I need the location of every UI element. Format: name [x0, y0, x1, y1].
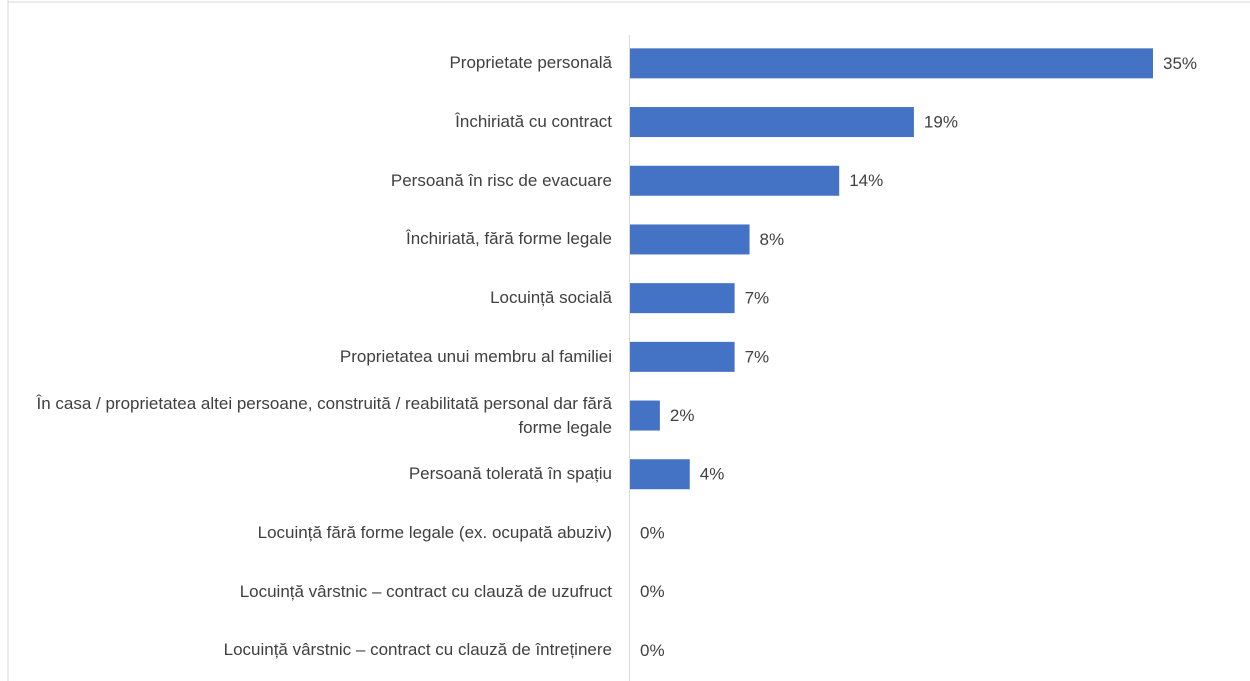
bar	[630, 107, 914, 138]
bar	[630, 459, 690, 490]
value-label: 0%	[640, 523, 665, 542]
category-label: Proprietatea unui membru al familiei	[339, 346, 612, 366]
bar	[630, 400, 660, 431]
category-label: Proprietate personală	[449, 53, 612, 73]
bar	[630, 283, 735, 314]
value-label: 0%	[640, 641, 665, 660]
value-label: 4%	[700, 465, 725, 484]
category-label: Închiriată, fără forme legale	[406, 229, 612, 249]
value-label: 35%	[1163, 54, 1197, 73]
bar	[630, 48, 1153, 79]
bar	[630, 224, 750, 255]
category-label: Locuință vârstnic – contract cu clauză d…	[239, 581, 612, 601]
category-label: În casa / proprietatea altei persoane, c…	[36, 393, 612, 437]
value-label: 0%	[640, 582, 665, 601]
value-label: 2%	[670, 406, 695, 425]
value-label: 19%	[924, 113, 958, 132]
category-label: Persoană tolerată în spațiu	[408, 464, 612, 484]
category-label: Locuință vârstnic – contract cu clauză d…	[223, 640, 612, 660]
value-label: 7%	[745, 347, 770, 366]
category-label: Închiriată cu contract	[455, 112, 612, 132]
bar	[630, 165, 840, 196]
category-label: Locuință socială	[490, 288, 612, 308]
category-label: Persoană în risc de evacuare	[390, 170, 612, 190]
value-label: 7%	[745, 289, 770, 308]
category-label: Locuință fără forme legale (ex. ocupată …	[257, 522, 612, 542]
value-label: 14%	[849, 171, 883, 190]
value-label: 8%	[760, 230, 785, 249]
bar	[630, 341, 735, 372]
